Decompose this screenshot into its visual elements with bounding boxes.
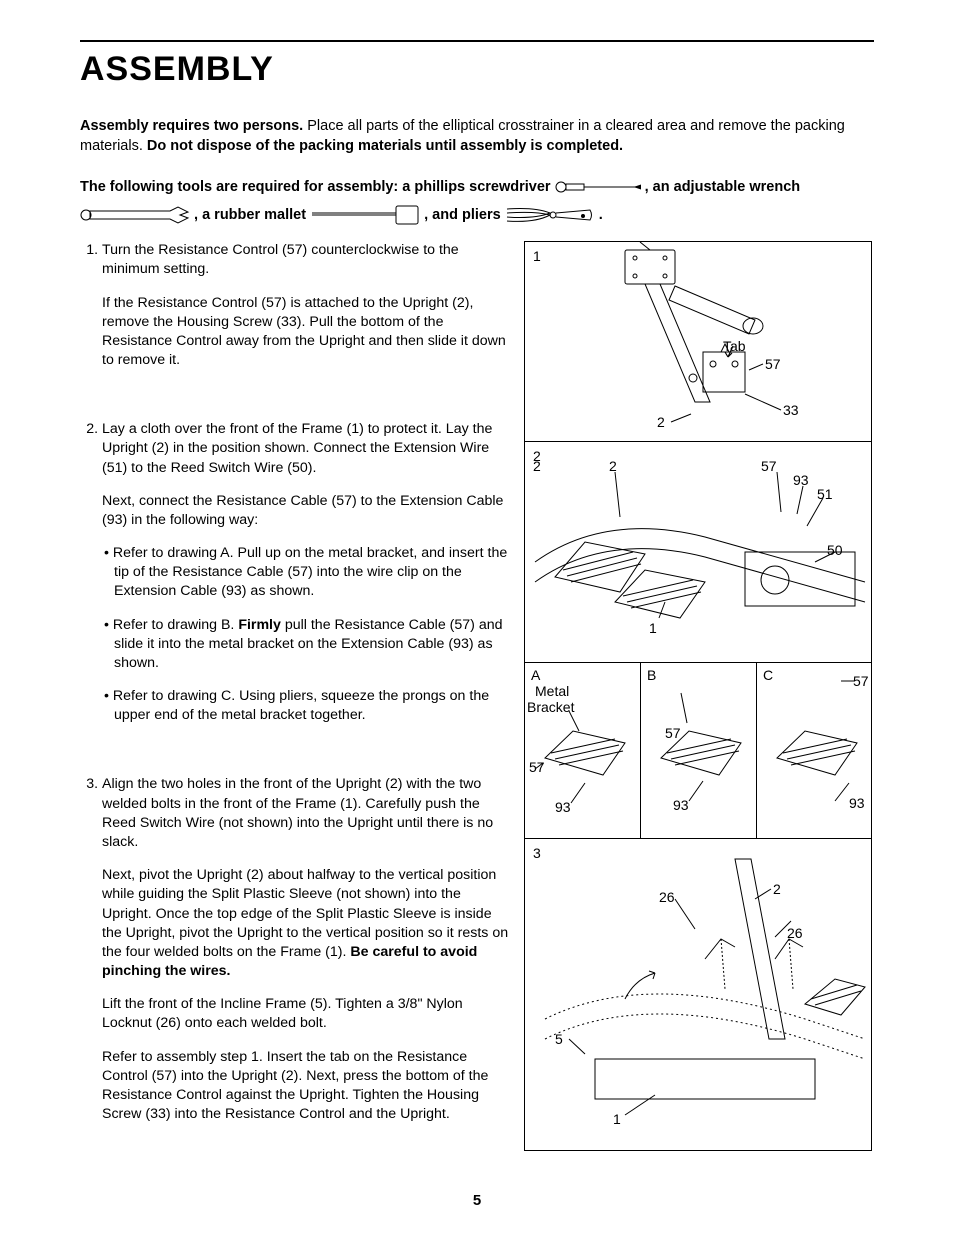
wrench-icon [80,206,190,224]
tools-mid3: , and pliers [424,207,505,223]
diagram-panel-2: 2 [525,442,871,664]
pA-57: 57 [529,759,545,775]
tools-mid1: , an adjustable wrench [645,179,801,195]
p2-51: 51 [817,486,833,502]
step-3-p4: Refer to assembly step 1. Insert the tab… [102,1048,510,1125]
diagram-column: 1 [524,241,874,1151]
tools-mid2: , a rubber mallet [194,207,310,223]
intro-tail-bold: Do not dispose of the packing materials … [147,138,623,154]
p2-57: 57 [761,458,777,474]
top-rule [80,40,874,42]
pC-letter: C [763,667,773,683]
pA-letter: A [531,667,540,683]
intro-lead-bold: Assembly requires two persons. [80,118,303,134]
step-list: Turn the Resistance Control (57) counter… [80,241,510,1124]
p4-5: 5 [555,1031,563,1047]
pA-metal: Metal [535,683,569,699]
screwdriver-icon [555,180,641,194]
p2-50: 50 [827,542,843,558]
p1-57: 57 [765,356,781,372]
pB-letter: B [647,667,656,683]
tools-prefix: The following tools are required for ass… [80,179,555,195]
diagram-stack: 1 [524,241,872,1151]
step-2-b2: Refer to drawing B. Firmly pull the Resi… [102,616,510,674]
diagram-panel-1: 1 [525,242,871,442]
pC-93: 93 [849,795,865,811]
step-2-b1: Refer to drawing A. Pull up on the metal… [102,544,510,602]
p2-1: 1 [649,620,657,636]
step-1-p2: If the Resistance Control (57) is attach… [102,294,510,371]
step-3-p3: Lift the front of the Incline Frame (5).… [102,995,510,1033]
step-2-b3: Refer to drawing C. Using pliers, squeez… [102,687,510,725]
pA-bracket: Bracket [527,699,574,715]
step-2-p1: Lay a cloth over the front of the Frame … [102,420,510,478]
step-3: Align the two holes in the front of the … [102,775,510,1124]
panel-1-number: 1 [533,248,541,264]
panel-1-svg [525,242,871,440]
pliers-icon [505,205,595,225]
p1-2: 2 [657,414,665,430]
p1-tab: Tab [723,338,746,354]
step-3-p1: Align the two holes in the front of the … [102,775,510,852]
sub-panel-B: B 57 93 [641,663,757,838]
mallet-icon [310,204,420,226]
step-1: Turn the Resistance Control (57) counter… [102,241,510,370]
pB-93: 93 [673,797,689,813]
panel-2-svg [525,442,871,662]
p4-1: 1 [613,1111,621,1127]
p1-33: 33 [783,402,799,418]
step-3-p2: Next, pivot the Upright (2) about halfwa… [102,866,510,981]
diagram-panel-3: A Metal Bracket 57 93 [525,663,871,839]
panel-4-number: 3 [533,845,541,861]
sub-panel-A: A Metal Bracket 57 93 [525,663,641,838]
panel-4-svg [525,839,871,1149]
page: ASSEMBLY Assembly requires two persons. … [0,0,954,1239]
step-2: Lay a cloth over the front of the Frame … [102,420,510,725]
instructions-column: Turn the Resistance Control (57) counter… [80,241,510,1174]
pB-svg [641,663,756,837]
page-number: 5 [80,1192,874,1209]
p4-2: 2 [773,881,781,897]
tools-line: The following tools are required for ass… [80,174,874,229]
page-title: ASSEMBLY [80,50,874,89]
p4-26a: 26 [659,889,675,905]
p4-26b: 26 [787,925,803,941]
step-2-p2: Next, connect the Resistance Cable (57) … [102,492,510,530]
pB-57: 57 [665,725,681,741]
two-column-layout: Turn the Resistance Control (57) counter… [80,241,874,1174]
p2-2a: 2 [609,458,617,474]
step-1-p1: Turn the Resistance Control (57) counter… [102,241,510,279]
pA-93: 93 [555,799,571,815]
sub-panel-C: C 57 93 [757,663,872,838]
p2-2b: 2 [533,458,541,474]
p2-93: 93 [793,472,809,488]
diagram-panel-4: 3 [525,839,871,1150]
intro-paragraph: Assembly requires two persons. Place all… [80,117,874,156]
pC-57: 57 [853,673,869,689]
tools-end: . [599,207,603,223]
